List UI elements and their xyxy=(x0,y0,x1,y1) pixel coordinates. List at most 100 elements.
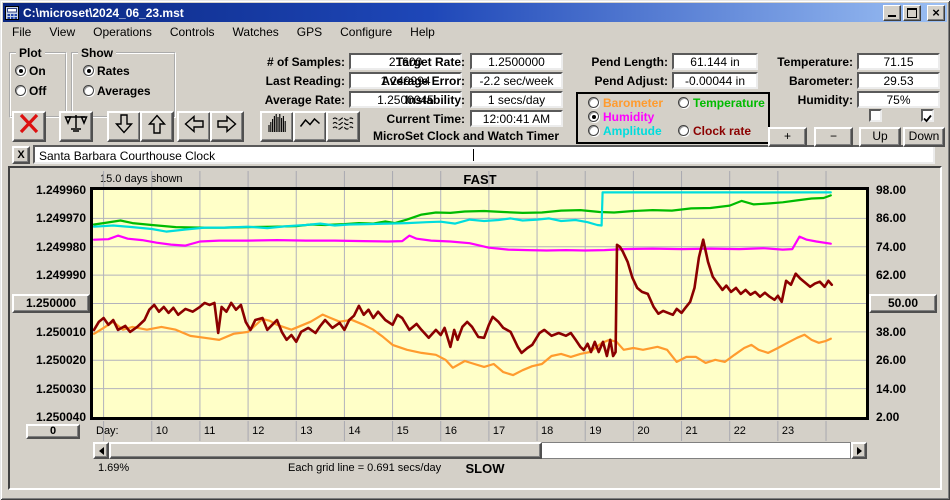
menu-item-gps[interactable]: GPS xyxy=(296,25,323,39)
right-axis-tick-38.00: 38.00 xyxy=(876,324,907,339)
arrow-up-icon xyxy=(144,112,170,141)
app-status-label: MicroSet Clock and Watch Timer xyxy=(372,129,560,143)
value-humidity: 75% xyxy=(886,93,911,107)
menu-item-watches[interactable]: Watches xyxy=(232,25,279,39)
zoom-percent-label: 1.69% xyxy=(98,462,130,474)
minus-button[interactable]: − xyxy=(814,127,853,147)
series-clock-rate xyxy=(92,238,834,358)
field-pend-adjust[interactable]: -0.00044 in xyxy=(672,72,758,89)
checkbox-option-right[interactable] xyxy=(921,109,934,123)
plus-button[interactable]: + xyxy=(768,127,807,147)
zero-button[interactable]: 0 xyxy=(26,424,80,439)
field-humidity[interactable]: 75% xyxy=(857,91,940,108)
balance-button[interactable] xyxy=(59,111,93,142)
plot-group-label: Plot xyxy=(16,46,45,60)
menu-item-file[interactable]: File xyxy=(12,25,32,39)
down-button[interactable]: Down xyxy=(903,127,945,147)
chart-svg xyxy=(92,190,866,417)
radio-off[interactable] xyxy=(15,85,26,96)
right-axis-tick-98.00: 98.00 xyxy=(876,183,907,197)
daystrip-gridlines xyxy=(103,421,827,441)
menu-item-help[interactable]: Help xyxy=(410,25,435,39)
label-humidity: Humidity: xyxy=(797,93,853,107)
arrow-down-button[interactable] xyxy=(107,111,141,142)
clear-name-button[interactable]: X xyxy=(12,146,30,164)
menu-item-operations[interactable]: Operations xyxy=(93,25,152,39)
arrow-up-button[interactable] xyxy=(140,111,174,142)
value-barometer: 29.53 xyxy=(883,74,914,88)
delete-button[interactable] xyxy=(12,111,46,142)
value-last-reading: 1.249994 xyxy=(380,74,431,88)
value-average-error: -2.2 sec/week xyxy=(479,74,554,88)
arrow-left-icon xyxy=(181,112,207,141)
field-instability[interactable]: 1 secs/day xyxy=(470,91,563,108)
value-pend-length: 61.144 in xyxy=(690,55,740,69)
label-last-reading: Last Reading: xyxy=(265,74,345,88)
clock-name-input[interactable]: Santa Barbara Courthouse Clock xyxy=(33,145,935,164)
arrow-left-button[interactable] xyxy=(177,111,211,142)
line-plot-button[interactable] xyxy=(293,111,327,142)
field-current-time[interactable]: 12:00:41 AM xyxy=(470,110,563,127)
up-button[interactable]: Up xyxy=(859,127,901,147)
field-target-rate[interactable]: 1.2500000 xyxy=(470,53,563,70)
day-tick-15: 15 xyxy=(396,425,409,437)
field-temperature[interactable]: 71.15 xyxy=(857,53,940,70)
right-axis-center-button[interactable]: 50.00 xyxy=(869,294,937,313)
waves-button[interactable] xyxy=(326,111,360,142)
days-shown-label: 15.0 days shown xyxy=(100,173,183,185)
check-icon xyxy=(923,110,932,128)
left-axis-tick-1.249980: 1.249980 xyxy=(35,239,86,254)
label-pend-length: Pend Length: xyxy=(591,55,668,69)
radio-label-on: On xyxy=(29,64,46,78)
histogram-button[interactable] xyxy=(260,111,294,142)
field-last-reading[interactable]: 1.249994 xyxy=(349,72,462,89)
maximize-button[interactable] xyxy=(903,4,921,21)
field-barometer[interactable]: 29.53 xyxy=(857,72,940,89)
radio-on[interactable] xyxy=(15,65,26,76)
radio-rates[interactable] xyxy=(83,65,94,76)
day-tick-14: 14 xyxy=(348,425,361,437)
radio-averages[interactable] xyxy=(83,85,94,96)
left-axis-tick-1.249960: 1.249960 xyxy=(35,183,86,197)
radio-temperature[interactable] xyxy=(678,97,689,108)
menu-item-configure[interactable]: Configure xyxy=(340,25,393,39)
plot-area[interactable] xyxy=(90,187,869,420)
field-pend-length[interactable]: 61.144 in xyxy=(672,53,758,70)
label-barometer: Barometer: xyxy=(788,74,853,88)
time-scrollbar-thumb[interactable] xyxy=(109,442,542,459)
radio-barometer[interactable] xyxy=(588,97,599,108)
minimize-button[interactable] xyxy=(883,4,901,21)
day-tick-20: 20 xyxy=(637,425,650,437)
fast-label: FAST xyxy=(463,172,497,187)
checkbox-option-left[interactable] xyxy=(869,109,882,122)
day-tick-21: 21 xyxy=(685,425,698,437)
value-temperature: 71.15 xyxy=(883,55,914,69)
close-button[interactable]: × xyxy=(927,4,945,21)
scroll-right-button[interactable] xyxy=(851,442,867,459)
day-tick-12: 12 xyxy=(252,425,265,437)
title-bar[interactable]: C:\microset\2024_06_23.mst × xyxy=(3,3,947,22)
scroll-left-button[interactable] xyxy=(93,442,109,459)
radio-amplitude[interactable] xyxy=(588,125,599,136)
histogram-icon xyxy=(264,112,290,141)
day-tick-17: 17 xyxy=(492,425,506,437)
left-axis-center-button[interactable]: 1.250000 xyxy=(12,294,90,313)
menu-item-view[interactable]: View xyxy=(49,25,76,39)
menu-item-controls[interactable]: Controls xyxy=(169,25,215,39)
arrow-right-button[interactable] xyxy=(210,111,244,142)
topstrip-gridlines xyxy=(103,171,827,187)
right-axis-tick-86.00: 86.00 xyxy=(876,211,907,226)
series-amplitude xyxy=(92,191,832,233)
radio-label-rates: Rates xyxy=(97,64,130,78)
arrow-down-icon xyxy=(111,112,137,141)
field-average-rate[interactable]: 1.2500045 xyxy=(349,91,462,108)
day-tick-22: 22 xyxy=(733,425,746,437)
value-of-samples: 21600 xyxy=(388,55,423,69)
label-temperature: Temperature: xyxy=(777,55,853,69)
radio-clock-rate[interactable] xyxy=(678,125,689,136)
label-pend-adjust: Pend Adjust: xyxy=(594,74,668,88)
day-tick-10: 10 xyxy=(155,425,168,437)
radio-humidity[interactable] xyxy=(588,111,599,122)
field-of-samples[interactable]: 21600 xyxy=(349,53,462,70)
field-average-error[interactable]: -2.2 sec/week xyxy=(470,72,563,89)
